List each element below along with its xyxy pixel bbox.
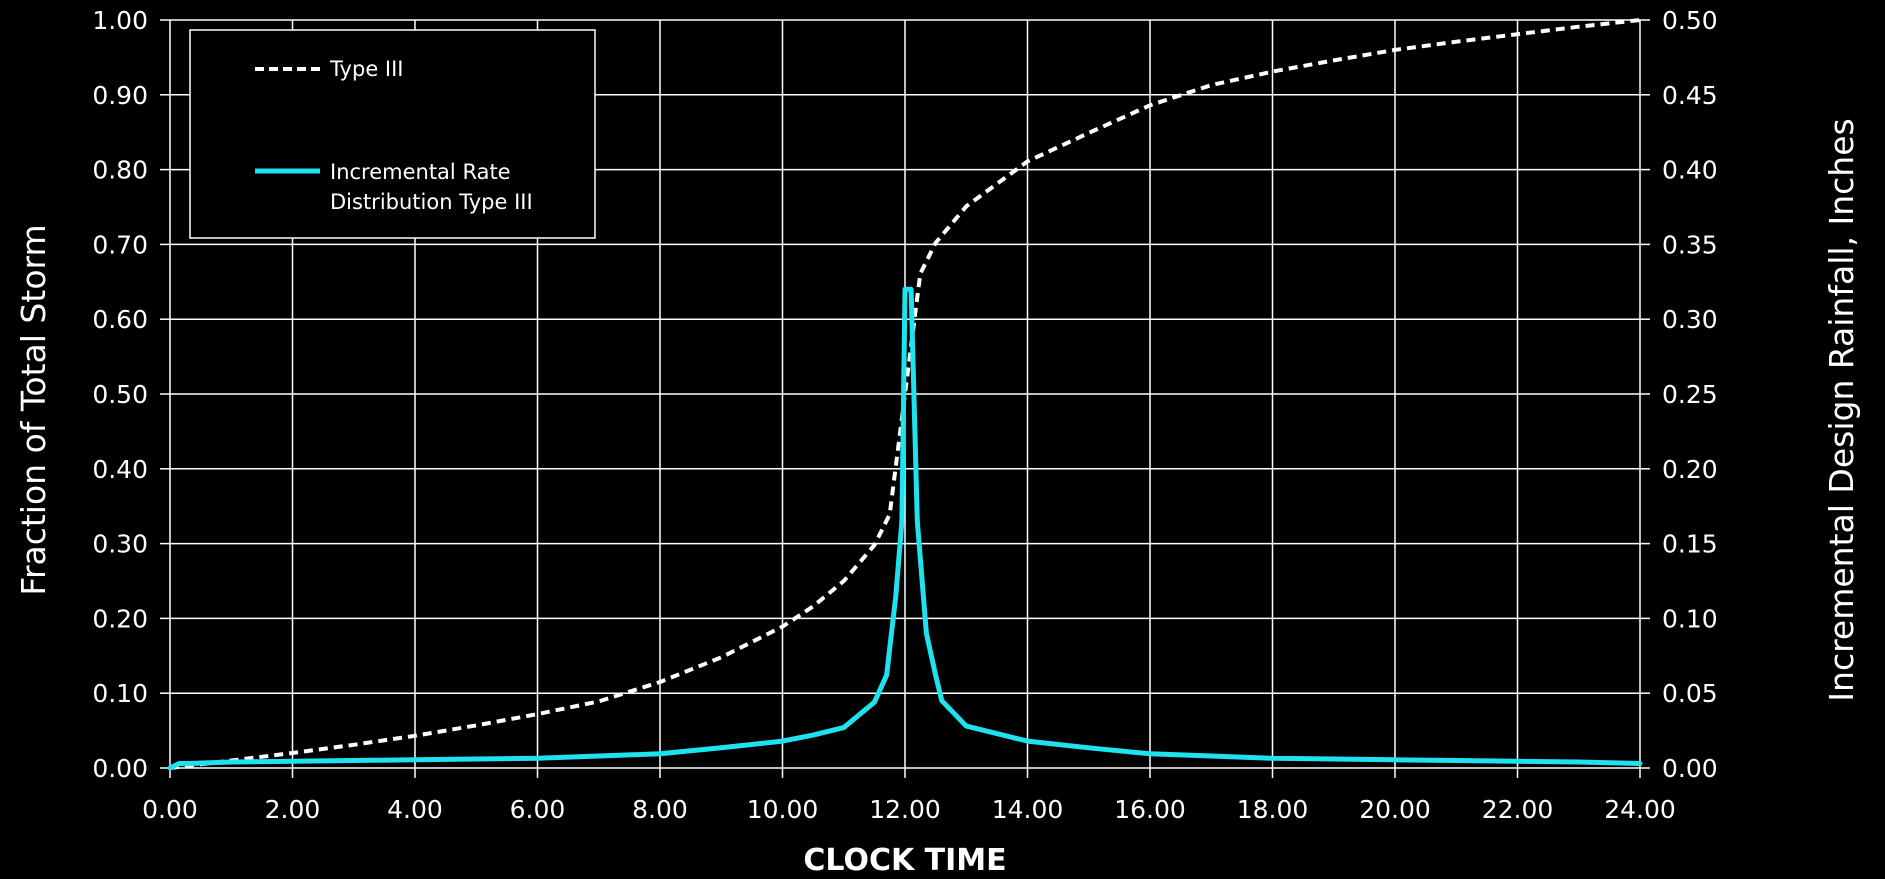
y-tick-label-left: 0.00 — [92, 754, 148, 783]
y-tick-label-right: 0.25 — [1662, 380, 1718, 409]
y-tick-label-left: 0.80 — [92, 156, 148, 185]
y-tick-label-right: 0.05 — [1662, 679, 1718, 708]
y-axis-title-left: Fraction of Total Storm — [14, 224, 53, 595]
y-tick-label-left: 0.40 — [92, 455, 148, 484]
x-tick-label: 24.00 — [1604, 795, 1676, 824]
y-tick-label-right: 0.15 — [1662, 530, 1718, 559]
series-layer — [167, 18, 1643, 771]
y-axis-title-right: Incremental Design Rainfall, Inches — [1822, 118, 1861, 701]
y-tick-label-right: 0.20 — [1662, 455, 1718, 484]
legend-label-incremental-line1: Incremental Rate — [330, 160, 511, 184]
tick-labels: 0.00 2.00 4.00 6.00 8.00 10.00 12.00 14.00 16.00… — [92, 6, 1717, 824]
x-tick-label: 12.00 — [869, 795, 941, 824]
y-tick-label-right: 0.35 — [1662, 230, 1718, 259]
y-tick-label-left: 0.90 — [92, 81, 148, 110]
x-tick-label: 22.00 — [1482, 795, 1554, 824]
y-tick-label-right: 0.10 — [1662, 604, 1718, 633]
series-line-incremental-rate — [167, 286, 1643, 771]
x-tick-label: 14.00 — [992, 795, 1064, 824]
y-tick-label-right: 0.00 — [1662, 754, 1718, 783]
y-tick-label-left: 0.10 — [92, 679, 148, 708]
y-tick-label-right: 0.45 — [1662, 81, 1718, 110]
y-tick-label-left: 0.20 — [92, 604, 148, 633]
x-tick-label: 20.00 — [1359, 795, 1431, 824]
y-tick-label-right: 0.40 — [1662, 156, 1718, 185]
y-tick-label-right: 0.30 — [1662, 305, 1718, 334]
legend-box — [189, 29, 596, 239]
x-tick-label: 16.00 — [1114, 795, 1186, 824]
y-tick-label-left: 0.30 — [92, 530, 148, 559]
y-tick-label-right: 0.50 — [1662, 6, 1718, 35]
x-tick-label: 10.00 — [747, 795, 819, 824]
y-tick-label-left: 0.60 — [92, 305, 148, 334]
legend: Type III Incremental Rate Distribution T… — [189, 29, 596, 239]
x-tick-label: 8.00 — [632, 795, 688, 824]
y-tick-label-left: 0.50 — [92, 380, 148, 409]
x-tick-label: 6.00 — [510, 795, 566, 824]
y-tick-label-left: 0.70 — [92, 230, 148, 259]
x-tick-label: 4.00 — [387, 795, 443, 824]
legend-label-type-iii: Type III — [329, 57, 404, 81]
x-tick-label: 0.00 — [142, 795, 198, 824]
x-tick-label: 18.00 — [1237, 795, 1309, 824]
y-tick-label-left: 1.00 — [92, 6, 148, 35]
legend-label-incremental-line2: Distribution Type III — [330, 190, 533, 214]
x-tick-label: 2.00 — [265, 795, 321, 824]
x-axis-title: CLOCK TIME — [803, 843, 1006, 878]
